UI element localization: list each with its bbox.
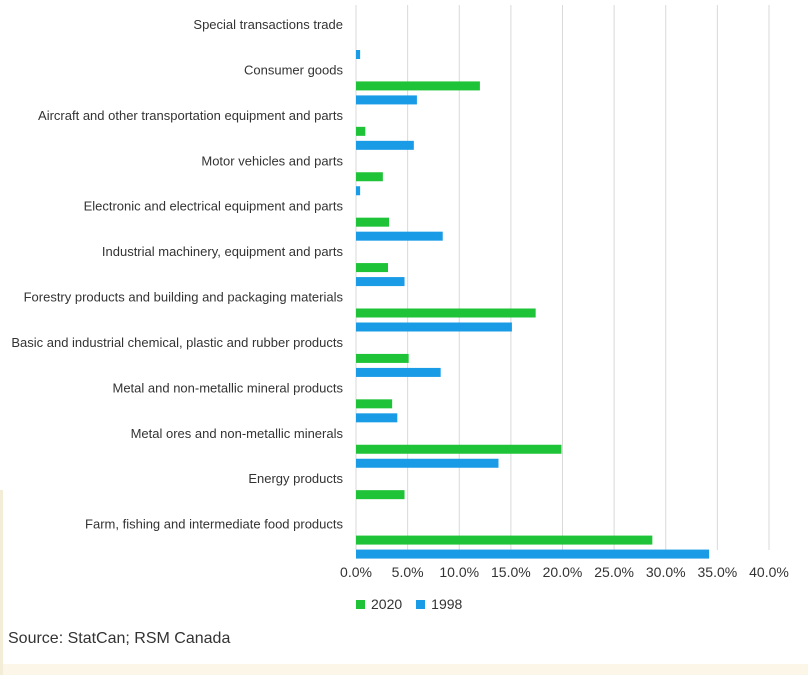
bar-1998 (356, 322, 512, 332)
legend-label-2020: 2020 (371, 596, 403, 612)
bar-2020 (356, 308, 536, 318)
bar-chart-svg: 0.0% 5.0% 10.0% 15.0% 20.0% 25.0% 30.0% 35.0% 40… (11, 5, 789, 580)
category-label: Farm, fishing and intermediate food prod… (85, 517, 343, 532)
x-tick-label: 40.0% (749, 564, 789, 580)
category-label: Basic and industrial chemical, plastic a… (11, 335, 343, 350)
category-label: Energy products (248, 471, 343, 486)
legend-swatch-2020 (356, 599, 365, 609)
category-label: Special transactions trade (193, 17, 343, 32)
x-tick-label: 0.0% (340, 564, 372, 580)
bar-2020 (356, 399, 393, 409)
bar-1998 (356, 95, 417, 105)
bar-1998 (356, 186, 361, 196)
legend-item-1998: 1998 (416, 596, 462, 612)
x-tick-label: 15.0% (491, 564, 531, 580)
x-tick-label: 10.0% (439, 564, 479, 580)
bar-1998 (356, 458, 499, 468)
legend: 2020 1998 (356, 596, 462, 612)
category-label: Industrial machinery, equipment and part… (102, 244, 344, 259)
left-edge-line (0, 490, 3, 675)
bar-1998 (356, 140, 414, 150)
category-label: Aircraft and other transportation equipm… (38, 108, 343, 123)
category-label: Motor vehicles and parts (201, 153, 343, 168)
bar-2020 (356, 81, 480, 91)
bar-2020 (356, 172, 383, 182)
bar-2020 (356, 490, 405, 500)
bar-2020 (356, 126, 366, 136)
bar-2020 (356, 263, 389, 273)
category-label: Metal and non-metallic mineral products (113, 380, 344, 395)
x-tick-label: 30.0% (646, 564, 686, 580)
bar-2020 (356, 217, 390, 227)
bar-1998 (356, 231, 443, 241)
x-tick-label: 35.0% (698, 564, 738, 580)
bar-2020 (356, 353, 409, 363)
category-label: Metal ores and non-metallic minerals (131, 426, 344, 441)
bar-2020 (356, 444, 562, 454)
bar-1998 (356, 367, 441, 377)
bar-1998 (356, 50, 361, 59)
category-label: Electronic and electrical equipment and … (84, 199, 344, 214)
bar-1998 (356, 549, 710, 559)
bar-1998 (356, 413, 398, 423)
source-note: Source: StatCan; RSM Canada (8, 630, 231, 647)
category-label: Forestry products and building and packa… (24, 290, 344, 305)
x-tick-label: 25.0% (594, 564, 634, 580)
category-label: Consumer goods (244, 62, 343, 77)
chart: 0.0% 5.0% 10.0% 15.0% 20.0% 25.0% 30.0% 35.0% 40… (11, 5, 789, 580)
x-tick-label: 5.0% (392, 564, 424, 580)
bar-1998 (356, 277, 405, 287)
legend-swatch-1998 (416, 599, 426, 609)
bar-2020 (356, 535, 653, 545)
bottom-band (0, 664, 808, 675)
legend-label-1998: 1998 (431, 596, 463, 612)
legend-item-2020: 2020 (356, 596, 402, 612)
x-tick-label: 20.0% (543, 564, 583, 580)
